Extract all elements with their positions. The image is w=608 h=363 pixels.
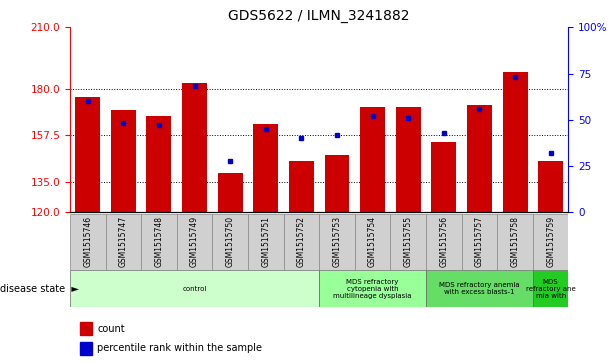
Bar (426, 214, 461, 270)
Bar (111, 110, 136, 212)
Bar (461, 214, 497, 270)
Bar (70, 270, 319, 307)
Bar (319, 270, 426, 307)
Bar (360, 107, 385, 212)
Text: GSM1515754: GSM1515754 (368, 216, 377, 267)
Bar (80, 342, 92, 355)
Bar (70, 214, 106, 270)
Text: GSM1515759: GSM1515759 (546, 216, 555, 267)
Bar (182, 83, 207, 212)
Text: GSM1515756: GSM1515756 (440, 216, 448, 267)
Text: MDS
refractory ane
mia with: MDS refractory ane mia with (526, 278, 576, 299)
Text: control: control (182, 286, 207, 291)
Text: count: count (97, 324, 125, 334)
Text: GSM1515750: GSM1515750 (226, 216, 235, 267)
Text: GSM1515757: GSM1515757 (475, 216, 484, 267)
Title: GDS5622 / ILMN_3241882: GDS5622 / ILMN_3241882 (229, 9, 410, 24)
Bar (147, 116, 171, 212)
Bar (355, 214, 390, 270)
Text: disease state  ►: disease state ► (0, 284, 79, 294)
Bar (426, 270, 533, 307)
Bar (289, 161, 314, 212)
Text: percentile rank within the sample: percentile rank within the sample (97, 343, 262, 354)
Bar (396, 107, 421, 212)
Text: GSM1515748: GSM1515748 (154, 216, 164, 267)
Bar (538, 161, 563, 212)
Bar (80, 322, 92, 335)
Bar (503, 73, 528, 212)
Text: GSM1515753: GSM1515753 (333, 216, 342, 267)
Text: MDS refractory anemia
with excess blasts-1: MDS refractory anemia with excess blasts… (439, 282, 520, 295)
Bar (177, 214, 212, 270)
Bar (141, 214, 177, 270)
Text: GSM1515755: GSM1515755 (404, 216, 413, 267)
Bar (497, 214, 533, 270)
Bar (218, 173, 243, 212)
Bar (248, 214, 283, 270)
Text: GSM1515752: GSM1515752 (297, 216, 306, 267)
Bar (467, 105, 492, 212)
Bar (325, 155, 350, 212)
Bar (319, 214, 355, 270)
Bar (106, 214, 141, 270)
Bar (254, 124, 278, 212)
Bar (390, 214, 426, 270)
Bar (533, 270, 568, 307)
Text: GSM1515746: GSM1515746 (83, 216, 92, 267)
Bar (533, 214, 568, 270)
Text: GSM1515758: GSM1515758 (511, 216, 520, 267)
Bar (75, 97, 100, 212)
Bar (283, 214, 319, 270)
Text: GSM1515751: GSM1515751 (261, 216, 271, 267)
Text: GSM1515749: GSM1515749 (190, 216, 199, 267)
Text: MDS refractory
cytopenia with
multilineage dysplasia: MDS refractory cytopenia with multilinea… (333, 278, 412, 299)
Bar (432, 142, 456, 212)
Text: GSM1515747: GSM1515747 (119, 216, 128, 267)
Bar (212, 214, 248, 270)
